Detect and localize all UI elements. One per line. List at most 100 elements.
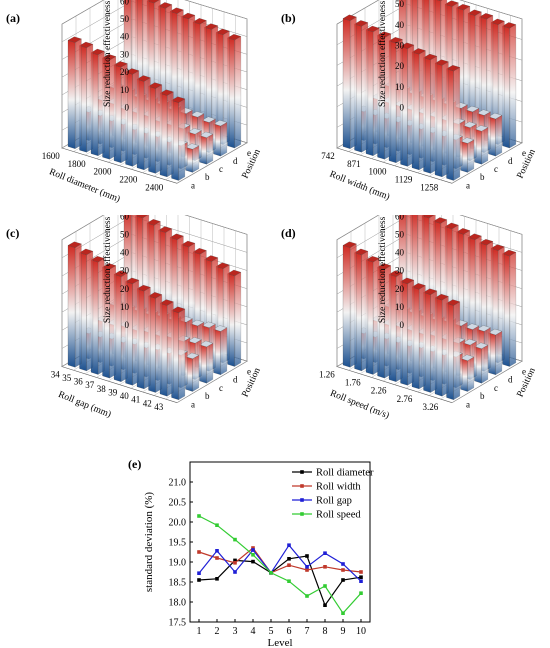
bars xyxy=(67,215,242,400)
data-point xyxy=(323,603,327,607)
data-point xyxy=(215,549,219,553)
legend-label: Roll speed xyxy=(316,510,361,521)
z-tick-label: 20 xyxy=(120,67,130,77)
z-tick-label: 40 xyxy=(395,248,405,258)
x-tick-label: 5 xyxy=(269,626,274,637)
x-tick-label: 1.26 xyxy=(319,369,335,379)
data-point xyxy=(251,546,255,550)
data-point xyxy=(197,514,201,518)
z-tick-label: 30 xyxy=(395,41,405,51)
bar-a-9 xyxy=(434,293,449,397)
data-point xyxy=(359,591,363,595)
x-tick-label: 41 xyxy=(131,395,140,405)
data-point xyxy=(197,578,201,582)
data-point xyxy=(341,578,345,582)
data-point xyxy=(215,577,219,581)
bar-a-10 xyxy=(171,306,186,400)
x-tick-label: 2000 xyxy=(94,167,113,177)
legend-label: Roll gap xyxy=(316,496,352,507)
bar-a-8 xyxy=(423,288,438,393)
y-tick-label: 19.0 xyxy=(169,558,187,569)
legend: Roll diameter Roll width Roll gap Roll spee… xyxy=(292,468,374,521)
bar-a-10 xyxy=(171,96,186,181)
z-tick-label: 0 xyxy=(125,102,130,112)
bar-a-2 xyxy=(354,20,369,153)
y-tick-label: c xyxy=(219,383,223,393)
bar-a-10 xyxy=(446,65,461,181)
x-axis: 1600 1800 2000 2200 2400 xyxy=(42,151,164,193)
chart-a: 010203040506070Size reduction effectiven… xyxy=(6,0,263,205)
y-tick-label: b xyxy=(205,172,210,182)
bar-a-6 xyxy=(125,277,140,386)
y-tick-label: 21.0 xyxy=(169,478,187,489)
bar-e-10 xyxy=(502,22,517,149)
z-tick-label: 10 xyxy=(120,85,130,95)
z-tick-label: 60 xyxy=(120,0,130,6)
panel-label: (d) xyxy=(281,226,296,240)
x-axis: 34 35 36 37 38 39 40 41 42 43 xyxy=(51,369,164,412)
x-tick-label: 1129 xyxy=(395,175,413,185)
data-point xyxy=(341,611,345,615)
x-tick-label: 6 xyxy=(287,626,292,637)
z-tick-label: 40 xyxy=(120,32,130,42)
bar-e-10 xyxy=(227,34,242,149)
bar-b-10 xyxy=(460,354,475,392)
y-tick-label: e xyxy=(247,366,251,376)
z-tick-label: 10 xyxy=(395,302,405,312)
x-tick-label: 4 xyxy=(251,626,256,637)
data-point xyxy=(251,559,255,564)
y-tick-label: d xyxy=(233,156,238,166)
data-point xyxy=(269,571,273,575)
x-tick-label: 2.76 xyxy=(397,394,413,404)
bar-a-2 xyxy=(79,248,94,372)
bar-a-2 xyxy=(79,41,94,153)
data-point xyxy=(233,561,237,565)
legend-marker xyxy=(300,470,304,474)
x-tick-label: 38 xyxy=(97,384,107,394)
legend-item: Roll width xyxy=(292,482,361,493)
y-tick-label: 17.5 xyxy=(169,618,187,629)
y-tick-label: a xyxy=(191,400,195,410)
bars xyxy=(342,0,517,181)
y-tick-label: e xyxy=(247,148,251,158)
bar-a-8 xyxy=(423,53,438,174)
data-point xyxy=(233,570,237,574)
z-axis: 010203040506070 xyxy=(120,215,130,330)
legend-item: Roll diameter xyxy=(292,468,374,479)
series-group xyxy=(197,514,363,615)
panel-label: (a) xyxy=(6,11,20,25)
legend-label: Roll diameter xyxy=(316,468,374,479)
y-tick-label: c xyxy=(494,383,498,393)
y-tick-label: 20.5 xyxy=(169,498,187,509)
legend-item: Roll gap xyxy=(292,496,352,507)
x-tick-label: 1800 xyxy=(68,159,87,169)
x-axis: 1 2 3 4 5 6 7 8 9 10 xyxy=(197,619,366,637)
x-tick-label: 3.26 xyxy=(423,402,439,412)
bars xyxy=(342,215,517,400)
bar-a-6 xyxy=(125,68,140,167)
bar-e-10 xyxy=(502,249,517,367)
y-tick-label: a xyxy=(466,400,470,410)
bar-e-10 xyxy=(227,269,242,367)
x-tick-label: 2200 xyxy=(119,175,138,185)
legend-marker xyxy=(300,484,304,488)
y-tick-label: a xyxy=(191,180,195,190)
x-tick-label: 1600 xyxy=(42,151,61,161)
data-point xyxy=(359,570,363,574)
x-tick-label: 1.76 xyxy=(345,378,361,388)
x-tick-label: 2 xyxy=(215,626,220,637)
y-tick-label: c xyxy=(494,164,498,174)
bar-a-5 xyxy=(388,37,403,163)
data-point xyxy=(215,523,219,527)
z-tick-label: 40 xyxy=(120,248,130,258)
z-tick-label: 50 xyxy=(120,14,130,24)
data-point xyxy=(197,550,201,554)
y-tick-label: 20.0 xyxy=(169,518,187,529)
x-tick-label: 1000 xyxy=(369,167,388,177)
data-point xyxy=(359,579,363,583)
bar-c-10 xyxy=(199,340,214,384)
bar-a-10 xyxy=(446,299,461,400)
data-point xyxy=(359,575,363,579)
